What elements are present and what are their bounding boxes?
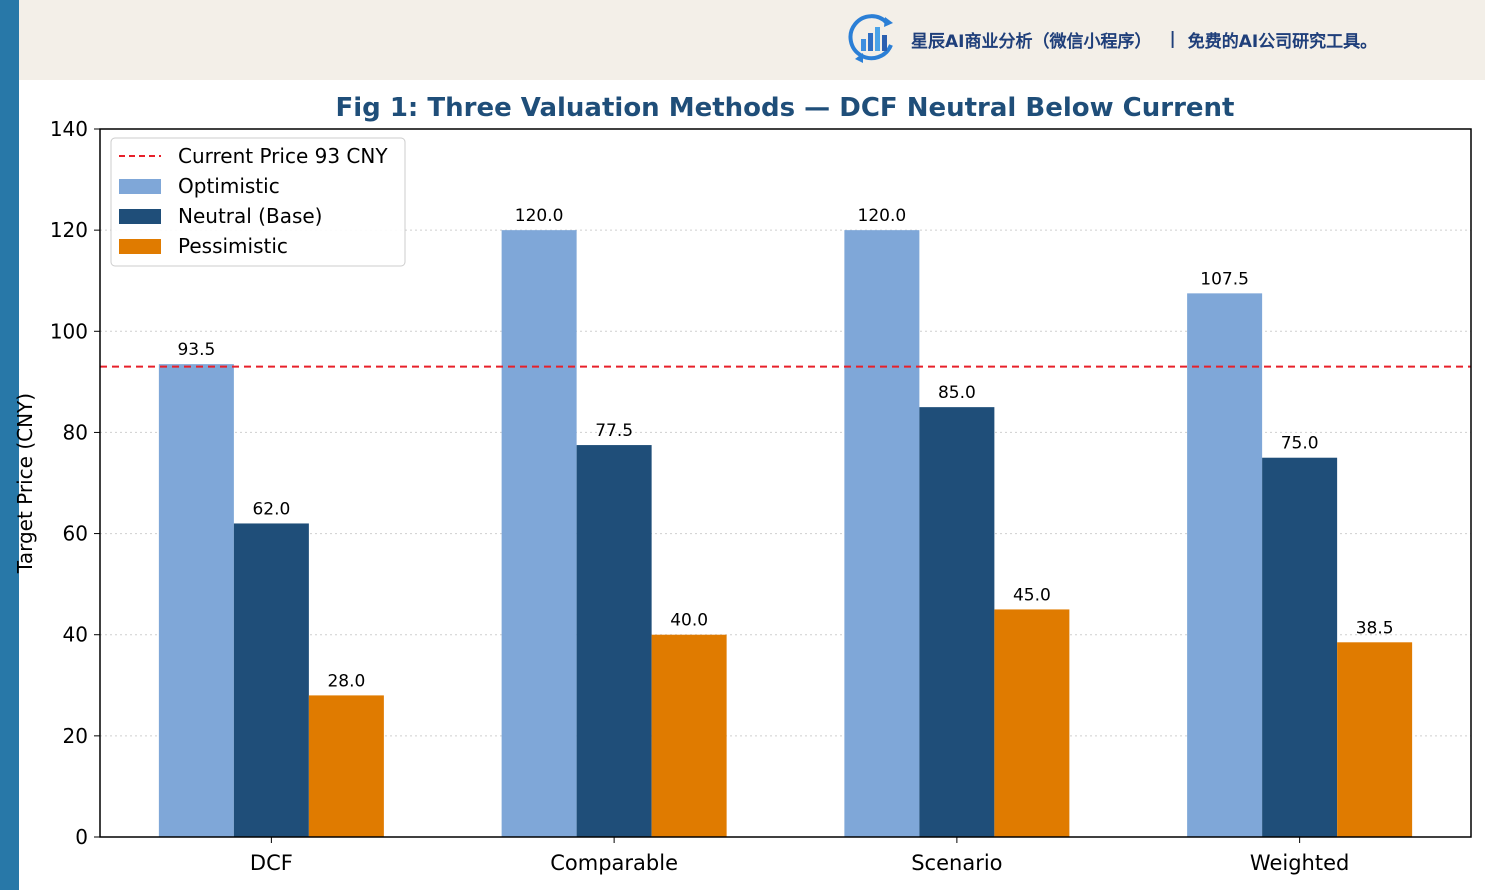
y-tick-label: 60 — [63, 522, 88, 546]
legend-label: Neutral (Base) — [178, 204, 322, 228]
y-axis-label: Target Price (CNY) — [13, 393, 37, 574]
data-label: 107.5 — [1200, 269, 1249, 289]
x-tick-label: Comparable — [550, 851, 678, 875]
y-tick-label: 80 — [63, 420, 88, 444]
bar — [501, 230, 577, 838]
data-label: 93.5 — [177, 340, 215, 360]
data-label: 120.0 — [858, 206, 907, 226]
bar-chart-refresh-icon — [848, 14, 893, 63]
gridlines — [100, 229, 1471, 737]
data-label: 85.0 — [938, 383, 976, 403]
y-tick-label: 0 — [75, 825, 88, 849]
bar — [844, 230, 920, 838]
legend-swatch — [119, 239, 161, 254]
chart-title: Fig 1: Three Valuation Methods — DCF Neu… — [336, 93, 1235, 123]
bars: 93.5 62.0 28.0 120.0 77.5 40.0 120.0 85.0 45.0 10… — [158, 206, 1413, 838]
bar — [576, 445, 652, 837]
data-label: 45.0 — [1013, 585, 1051, 605]
x-tick-label: DCF — [250, 851, 293, 875]
bar — [233, 523, 309, 837]
legend-label: Optimistic — [178, 174, 280, 198]
plot-frame — [99, 128, 1472, 838]
bar — [1262, 457, 1338, 837]
data-label: 40.0 — [670, 611, 708, 631]
legend-label: Pessimistic — [178, 234, 288, 258]
brand-separator: | — [1169, 29, 1176, 49]
legend-swatch — [119, 179, 161, 194]
x-tick-label: Weighted — [1250, 851, 1349, 875]
data-label: 28.0 — [327, 671, 365, 691]
brand[interactable]: 星辰AI商业分析（微信小程序） | 免费的AI公司研究工具。 — [847, 13, 1377, 65]
data-label: 38.5 — [1356, 618, 1394, 638]
legend-box — [110, 137, 406, 267]
y-tick-label: 20 — [63, 724, 88, 748]
data-label: 120.0 — [515, 206, 564, 226]
data-label: 75.0 — [1281, 434, 1319, 454]
left-accent-strip — [0, 0, 19, 890]
bar — [1187, 293, 1263, 837]
bar — [651, 634, 727, 837]
bar — [994, 609, 1070, 837]
legend-swatch — [119, 209, 161, 224]
bar — [308, 695, 384, 837]
brand-name: 星辰AI商业分析（微信小程序） — [911, 31, 1152, 52]
legend: Current Price 93 CNY Optimistic Neutral (B… — [110, 137, 406, 267]
top-banner: 星辰AI商业分析（微信小程序） | 免费的AI公司研究工具。 — [19, 0, 1485, 80]
data-label: 62.0 — [252, 499, 290, 519]
y-tick-label: 120 — [50, 218, 88, 242]
legend-label: Current Price 93 CNY — [178, 144, 388, 168]
x-tick-label: Scenario — [911, 851, 1002, 875]
bar — [919, 407, 995, 837]
bar — [158, 364, 234, 837]
data-label: 77.5 — [595, 421, 633, 441]
y-tick-label: 140 — [50, 117, 88, 141]
axes: 0 20 40 60 80 100 120 140 DCF Comparable Scenario W… — [50, 117, 1472, 875]
bar — [1337, 642, 1413, 837]
y-tick-label: 40 — [63, 623, 88, 647]
y-tick-label: 100 — [50, 319, 88, 343]
brand-tagline: 免费的AI公司研究工具。 — [1187, 31, 1378, 52]
